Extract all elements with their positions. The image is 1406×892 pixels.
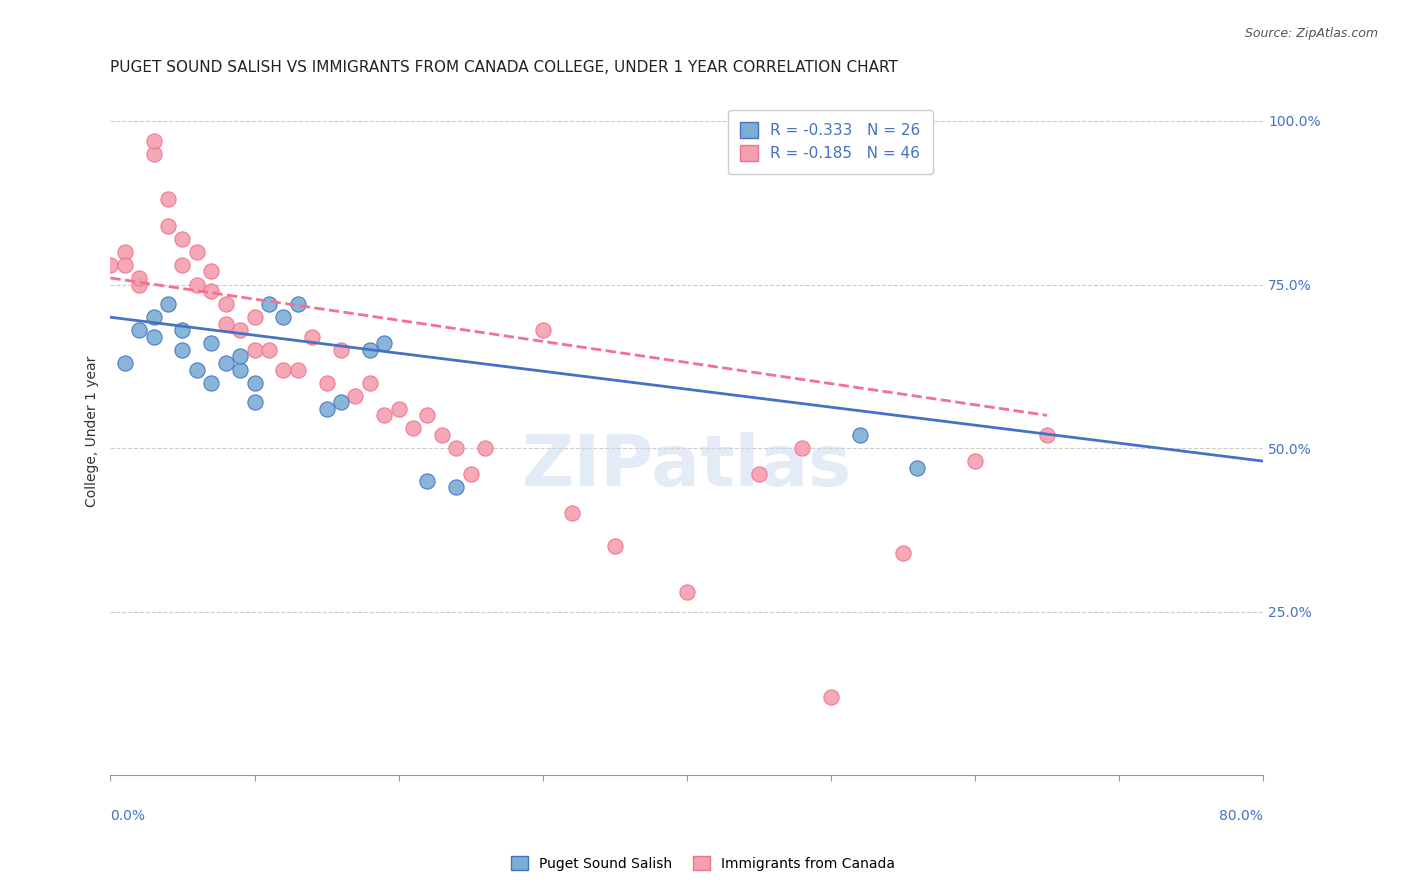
Point [891,546,914,560]
Point [330,395,353,409]
Point [243,310,266,325]
Point [186,277,208,292]
Point [142,310,165,325]
Point [273,362,295,376]
Point [142,146,165,161]
Point [315,376,337,390]
Point [128,271,150,285]
Point [215,317,238,331]
Point [373,409,395,423]
Point [114,244,136,259]
Text: 80.0%: 80.0% [1219,809,1263,823]
Point [388,401,411,416]
Point [200,284,222,298]
Point [100,258,122,272]
Point [114,356,136,370]
Point [287,362,309,376]
Point [963,454,986,468]
Legend: R = -0.333   N = 26, R = -0.185   N = 46: R = -0.333 N = 26, R = -0.185 N = 46 [727,110,932,174]
Point [157,193,180,207]
Point [1036,428,1059,442]
Point [531,323,554,337]
Point [257,297,280,311]
Point [229,323,252,337]
Point [257,343,280,357]
Point [157,297,180,311]
Point [359,343,381,357]
Point [373,336,395,351]
Point [560,507,582,521]
Point [215,356,238,370]
Text: Source: ZipAtlas.com: Source: ZipAtlas.com [1244,27,1378,40]
Text: PUGET SOUND SALISH VS IMMIGRANTS FROM CANADA COLLEGE, UNDER 1 YEAR CORRELATION C: PUGET SOUND SALISH VS IMMIGRANTS FROM CA… [111,60,898,75]
Point [790,441,813,455]
Point [114,258,136,272]
Point [128,277,150,292]
Point [273,310,295,325]
Point [200,376,222,390]
Point [430,428,453,442]
Point [416,474,439,488]
Point [315,401,337,416]
Point [200,264,222,278]
Point [402,421,425,435]
Point [344,389,367,403]
Point [848,428,870,442]
Point [460,467,482,482]
Legend: Puget Sound Salish, Immigrants from Canada: Puget Sound Salish, Immigrants from Cana… [506,850,900,876]
Point [474,441,496,455]
Point [416,409,439,423]
Point [172,232,194,246]
Point [186,244,208,259]
Point [200,336,222,351]
Point [186,362,208,376]
Point [142,330,165,344]
Point [330,343,353,357]
Text: ZIPatlas: ZIPatlas [522,432,852,500]
Point [157,219,180,233]
Point [446,441,468,455]
Point [172,258,194,272]
Y-axis label: College, Under 1 year: College, Under 1 year [86,356,100,508]
Point [243,395,266,409]
Point [301,330,323,344]
Point [446,480,468,494]
Point [142,134,165,148]
Point [675,585,697,599]
Point [172,343,194,357]
Point [215,297,238,311]
Point [243,343,266,357]
Point [229,362,252,376]
Point [359,376,381,390]
Point [229,350,252,364]
Text: 0.0%: 0.0% [111,809,145,823]
Point [287,297,309,311]
Point [243,376,266,390]
Point [905,460,928,475]
Point [748,467,770,482]
Point [820,690,842,704]
Point [603,539,626,553]
Point [128,323,150,337]
Point [172,323,194,337]
